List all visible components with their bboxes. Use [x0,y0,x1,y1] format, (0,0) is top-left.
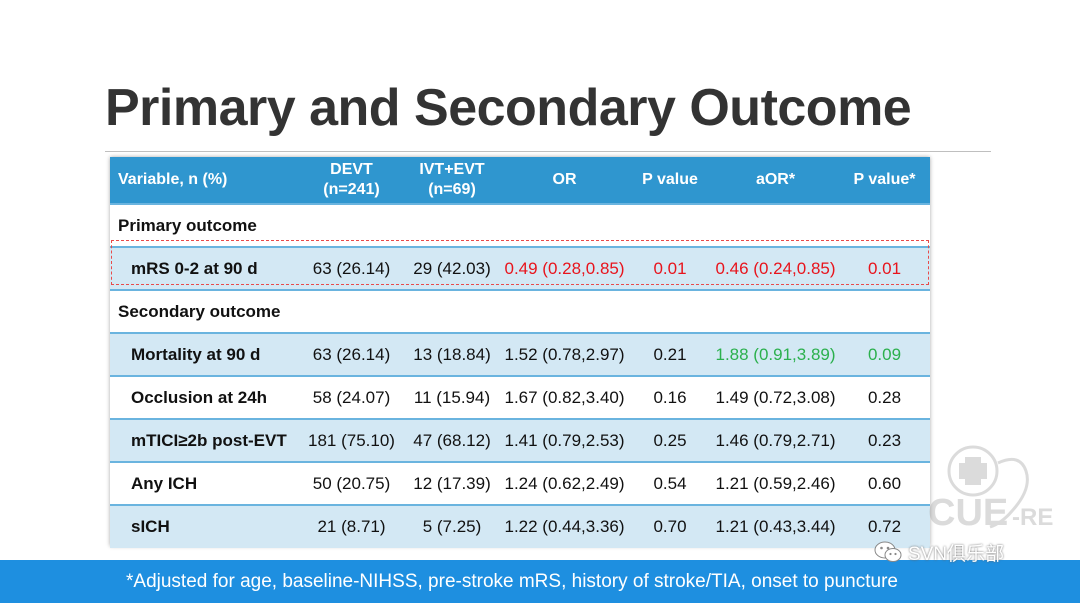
cell-p-value: 0.16 [653,387,687,407]
wechat-label: SVN俱乐部 [908,543,1005,565]
cell-p-value: 0.25 [653,430,687,450]
cell-devt: 50 (20.75) [312,473,391,493]
row-variable: sICH [131,517,170,536]
row-variable: Mortality at 90 d [131,344,261,364]
header-devt-name: DEVT [330,161,373,178]
secondary-outcome-section: Secondary outcome [110,290,930,333]
row-variable: Any ICH [131,473,198,493]
cell-aor: 1.46 (0.79,2.71) [715,430,836,450]
header-devt-n: (n=241) [323,181,380,198]
header-ivt-name: IVT+EVT [419,161,485,178]
header-p-value: P value [642,171,698,188]
wechat-badge: SVN俱乐部 [874,539,1004,565]
header-devt: DEVT (n=241) [300,157,403,204]
header-ivt-n: (n=69) [428,181,476,198]
header-aor: aOR* [755,171,796,188]
cell-devt: 63 (26.14) [312,258,391,278]
cell-aor: 0.46 (0.24,0.85) [715,258,836,278]
cell-or: 1.67 (0.82,3.40) [504,387,625,407]
cell-p-value: 0.54 [653,473,687,493]
cell-or: 1.24 (0.62,2.49) [504,473,625,493]
footnote: *Adjusted for age, baseline-NIHSS, pre-s… [126,571,898,592]
outcome-table: Variable, n (%) DEVT (n=241) IVT+EVT (n=69… [110,157,930,548]
cell-aor: 1.49 (0.72,3.08) [715,387,836,407]
row-variable: mTICI≥2b post-EVT [131,431,287,450]
cell-ivt-evt: 47 (68.12) [413,430,491,450]
table-row: Any ICH 50 (20.75) 12 (17.39) 1.24 (0.62… [110,462,930,505]
cell-or: 1.41 (0.79,2.53) [504,430,625,450]
wechat-icon [874,541,902,562]
cell-aor: 1.88 (0.91,3.89) [715,344,836,364]
table-row: mTICI≥2b post-EVT 181 (75.10) 47 (68.12)… [110,419,930,462]
cell-ivt-evt: 13 (18.84) [413,344,491,364]
header-variable: Variable, n (%) [118,171,228,188]
cell-p-value-adjusted: 0.23 [867,430,902,450]
title-divider [105,151,991,152]
slide-title: Primary and Secondary Outcome [105,79,912,137]
watermark-main-text: CUE [928,492,1008,534]
cell-devt: 58 (24.07) [312,387,391,407]
header-or: OR [552,171,577,188]
section-label-primary: Primary outcome [118,215,257,235]
cell-p-value-adjusted: 0.60 [867,473,902,493]
header-ivt-evt: IVT+EVT (n=69) [403,157,501,204]
cell-ivt-evt: 5 (7.25) [422,517,482,536]
cell-p-value-adjusted: 0.01 [867,258,902,278]
watermark-logo: CUE -RE [928,443,1078,543]
table-row: Occlusion at 24h 58 (24.07) 11 (15.94) 1… [110,376,930,419]
outcome-table-container: Variable, n (%) DEVT (n=241) IVT+EVT (n=69… [110,157,930,548]
header-p-value-adjusted: P value* [853,171,916,188]
cell-aor: 1.21 (0.59,2.46) [715,473,836,493]
cell-p-value: 0.70 [653,517,687,536]
watermark-suffix-text: -RE [1012,504,1053,531]
row-variable: mRS 0-2 at 90 d [131,258,258,278]
cell-or: 1.52 (0.78,2.97) [504,344,625,364]
cell-ivt-evt: 12 (17.39) [413,473,491,493]
table-header-row: Variable, n (%) DEVT (n=241) IVT+EVT (n=69… [110,157,930,204]
section-label-secondary: Secondary outcome [118,301,281,321]
cell-or: 0.49 (0.28,0.85) [504,258,625,278]
cell-or: 1.22 (0.44,3.36) [504,517,625,536]
cell-p-value: 0.01 [653,258,687,278]
cell-devt: 181 (75.10) [308,430,395,450]
table-row: mRS 0-2 at 90 d 63 (26.14) 29 (42.03) 0.… [110,247,930,290]
cell-p-value-adjusted: 0.28 [867,387,902,407]
cell-devt: 21 (8.71) [317,517,386,536]
cell-devt: 63 (26.14) [312,344,391,364]
cross-circle-logo-icon: CUE -RE [928,445,1053,534]
table-row: Mortality at 90 d 63 (26.14) 13 (18.84) … [110,333,930,376]
cell-ivt-evt: 29 (42.03) [413,258,491,278]
row-variable: Occlusion at 24h [131,387,268,407]
cell-p-value: 0.21 [653,344,687,364]
cell-p-value-adjusted: 0.09 [867,344,902,364]
cell-aor: 1.21 (0.43,3.44) [715,517,836,536]
table-row: sICH 21 (8.71) 5 (7.25) 1.22 (0.44,3.36)… [110,505,930,548]
primary-outcome-section: Primary outcome [110,204,930,247]
footer-bar [0,560,1080,603]
cell-ivt-evt: 11 (15.94) [413,387,491,407]
cell-p-value-adjusted: 0.72 [867,517,902,536]
